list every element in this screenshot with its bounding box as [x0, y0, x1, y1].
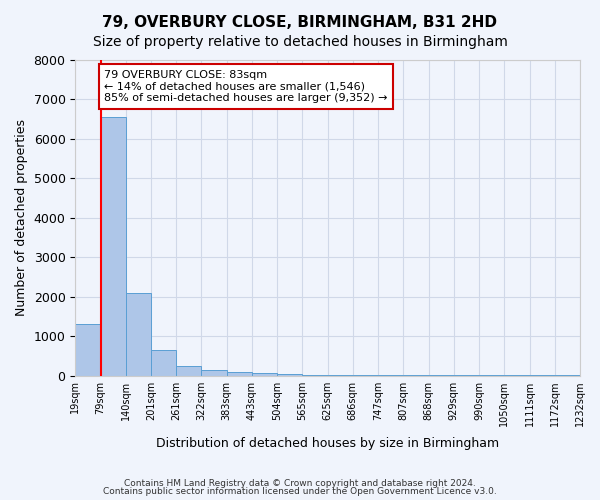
Bar: [75, 324, 101, 376]
Bar: [151, 350, 176, 376]
Bar: [328, 375, 353, 376]
Bar: [202, 370, 227, 376]
Text: Contains public sector information licensed under the Open Government Licence v3: Contains public sector information licen…: [103, 487, 497, 496]
Y-axis label: Number of detached properties: Number of detached properties: [15, 120, 28, 316]
Bar: [176, 366, 202, 376]
Bar: [101, 117, 126, 376]
Bar: [302, 374, 328, 376]
Text: Contains HM Land Registry data © Crown copyright and database right 2024.: Contains HM Land Registry data © Crown c…: [124, 478, 476, 488]
Text: Size of property relative to detached houses in Birmingham: Size of property relative to detached ho…: [92, 35, 508, 49]
Bar: [227, 372, 252, 376]
Bar: [277, 374, 302, 376]
Text: 79, OVERBURY CLOSE, BIRMINGHAM, B31 2HD: 79, OVERBURY CLOSE, BIRMINGHAM, B31 2HD: [103, 15, 497, 30]
Bar: [126, 294, 151, 376]
Bar: [252, 373, 277, 376]
Text: 79 OVERBURY CLOSE: 83sqm
← 14% of detached houses are smaller (1,546)
85% of sem: 79 OVERBURY CLOSE: 83sqm ← 14% of detach…: [104, 70, 388, 103]
X-axis label: Distribution of detached houses by size in Birmingham: Distribution of detached houses by size …: [156, 437, 499, 450]
